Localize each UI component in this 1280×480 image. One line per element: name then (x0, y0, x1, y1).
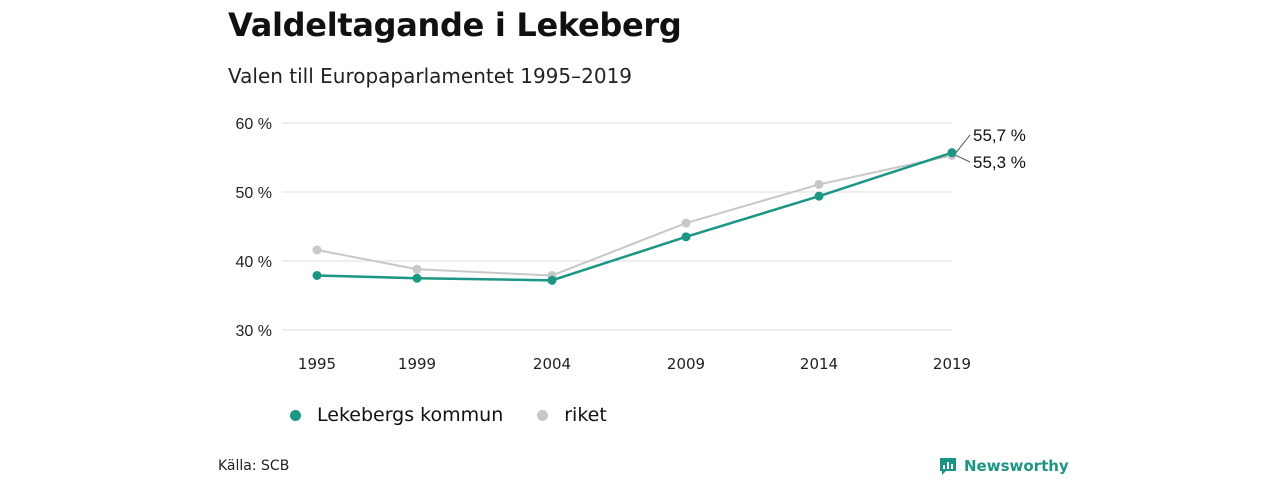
data-point-lekeberg (947, 148, 957, 158)
data-point-riket (412, 264, 422, 274)
y-tick-label: 60 % (236, 116, 272, 133)
x-tick-label: 2014 (800, 355, 838, 373)
legend-marker-lekeberg (290, 409, 301, 421)
legend-label-lekeberg: Lekebergs kommun (317, 404, 504, 426)
brand-logo: Newsworthy (938, 456, 1069, 476)
data-point-lekeberg (547, 275, 557, 285)
chart-subtitle: Valen till Europaparlamentet 1995–2019 (228, 64, 633, 88)
data-point-lekeberg (681, 232, 691, 242)
data-point-lekeberg (412, 273, 422, 283)
x-tick-label: 2004 (533, 355, 571, 373)
data-point-riket (814, 179, 824, 189)
x-tick-label: 1999 (398, 355, 436, 373)
legend-label-riket: riket (564, 404, 607, 426)
data-point-lekeberg (312, 270, 322, 280)
data-point-lekeberg (814, 191, 824, 201)
end-value-label-riket: 55,3 % (973, 153, 1026, 172)
end-value-label-lekeberg: 55,7 % (973, 126, 1026, 145)
brand-name: Newsworthy (964, 457, 1069, 475)
label-leader-line (955, 154, 971, 163)
series-line-lekeberg (316, 151, 953, 282)
y-tick-label: 40 % (236, 254, 272, 271)
legend-marker-riket (537, 409, 549, 421)
y-tick-label: 30 % (236, 323, 272, 340)
chart-title: Valdeltagande i Lekeberg (228, 6, 682, 44)
legend: Lekebergs kommun riket (290, 404, 607, 426)
x-tick-label: 2019 (933, 355, 971, 373)
x-tick-label: 1995 (298, 355, 336, 373)
series-line-riket (316, 154, 953, 277)
newsworthy-logo-icon (940, 458, 956, 475)
data-point-riket (681, 218, 691, 228)
source-note: Källa: SCB (218, 458, 290, 474)
y-tick-label: 50 % (236, 185, 272, 202)
legend-item-riket: riket (537, 404, 607, 426)
x-tick-label: 2009 (667, 355, 705, 373)
label-leader-line (955, 134, 971, 153)
legend-item-lekeberg: Lekebergs kommun (290, 404, 503, 426)
data-point-riket (312, 245, 322, 255)
